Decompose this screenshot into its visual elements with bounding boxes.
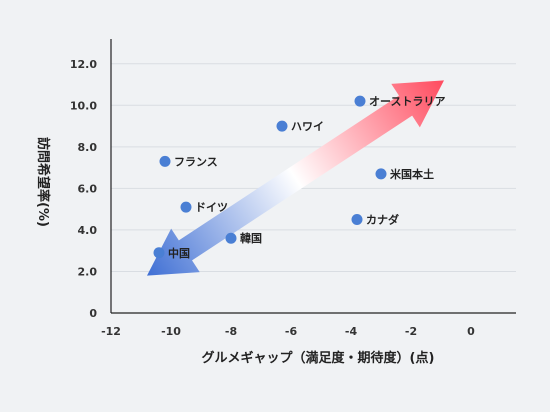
data-point [159, 155, 171, 167]
y-tick-label: 2.0 [78, 265, 98, 278]
data-point-label: ドイツ [195, 201, 228, 214]
data-point-label: 韓国 [240, 231, 262, 245]
trend-arrow [147, 80, 445, 276]
data-point-label: フランス [174, 155, 218, 168]
data-point-label: 米国本土 [389, 167, 434, 181]
data-point [354, 95, 366, 107]
data-point [180, 201, 192, 213]
x-tick-label: 0 [467, 325, 475, 338]
data-point [225, 232, 237, 244]
y-tick-label: 0 [89, 307, 97, 320]
data-point-label: 中国 [168, 246, 190, 260]
y-tick-label: 8.0 [78, 141, 98, 154]
data-point [276, 120, 288, 132]
data-point [351, 214, 363, 226]
x-tick-label: -6 [285, 325, 298, 338]
y-tick-label: 4.0 [78, 224, 98, 237]
data-point [153, 247, 165, 259]
y-axis-title: 訪問希望率(%) [35, 137, 51, 227]
x-tick-label: -4 [345, 325, 358, 338]
trend-arrow-shape [147, 80, 445, 276]
data-point [375, 168, 387, 180]
x-tick-label: -12 [101, 325, 121, 338]
x-tick-label: -8 [225, 325, 237, 338]
x-tick-label: -10 [161, 325, 181, 338]
x-tick-label: -2 [405, 325, 417, 338]
data-point-label: ハワイ [291, 120, 324, 133]
x-axis-title: グルメギャップ（満足度・期待度）(点) [202, 350, 435, 366]
y-tick-label: 12.0 [70, 58, 97, 71]
tick-labels: 0 2.0 4.0 6.0 8.0 10.0 12.0 -12 -10 -8 -6 -4 -2 0 [70, 58, 475, 338]
data-point-label: オーストラリア [369, 95, 445, 108]
axes [110, 39, 516, 314]
y-tick-label: 10.0 [70, 99, 97, 112]
data-point-label: カナダ [366, 213, 399, 227]
y-tick-label: 6.0 [78, 182, 98, 195]
